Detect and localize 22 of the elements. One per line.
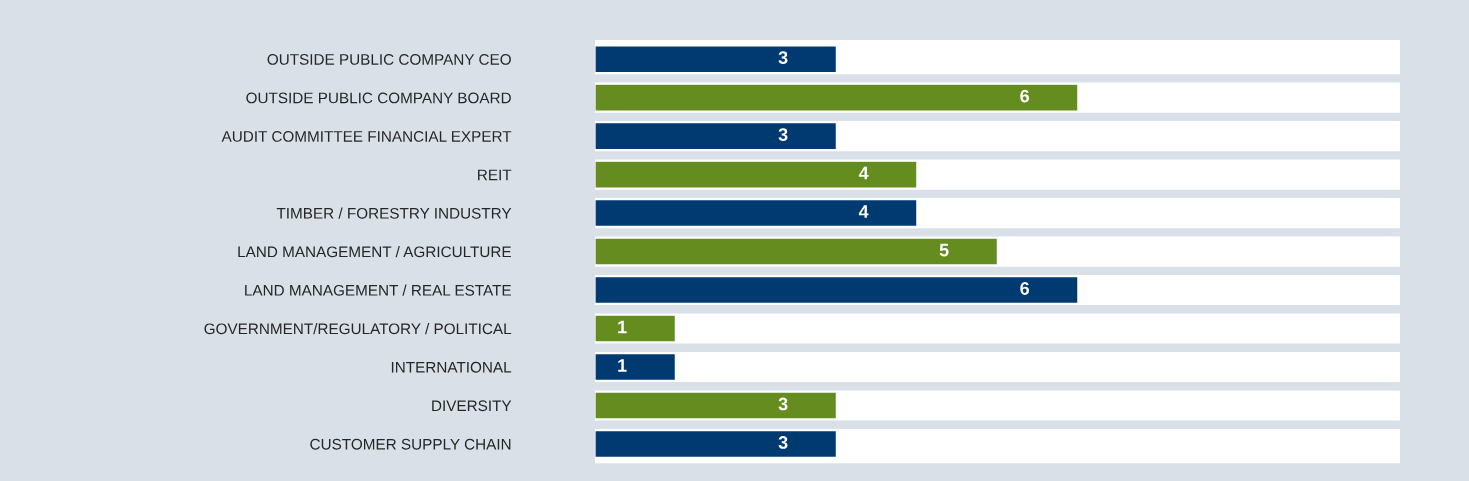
data-label: 3	[778, 397, 788, 411]
data-label: 6	[1020, 89, 1030, 103]
y-tick-label: AUDIT COMMITTEE FINANCIAL EXPERT	[221, 130, 512, 142]
data-label: 3	[778, 128, 788, 141]
y-tick-label: GOVERNMENT/REGULATORY / POLITICAL	[204, 322, 512, 335]
y-tick-label: LAND MANAGEMENT / AGRICULTURE	[238, 246, 511, 258]
y-tick-label: CUSTOMER SUPPLY CHAIN	[310, 438, 511, 450]
y-tick-label: REIT	[478, 169, 512, 181]
data-label: 6	[1020, 282, 1030, 295]
y-tick-label: TIMBER / FORESTRY INDUSTRY	[276, 207, 512, 219]
y-tick-label: LAND MANAGEMENT / REAL ESTATE	[245, 284, 511, 296]
data-label: 5	[939, 243, 949, 257]
y-tick-label: INTERNATIONAL	[391, 361, 512, 373]
y-tick-label: DIVERSITY	[432, 400, 512, 412]
data-label: 1	[618, 320, 627, 334]
data-label: 4	[858, 166, 869, 180]
y-tick-label: OUTSIDE PUBLIC COMPANY CEO	[267, 54, 511, 65]
data-label: 3	[778, 51, 788, 65]
data-label: 3	[778, 436, 788, 449]
data-label: 4	[858, 205, 869, 218]
y-tick-label: OUTSIDE PUBLIC COMPANY BOARD	[246, 92, 511, 104]
data-label: 1	[618, 359, 627, 372]
